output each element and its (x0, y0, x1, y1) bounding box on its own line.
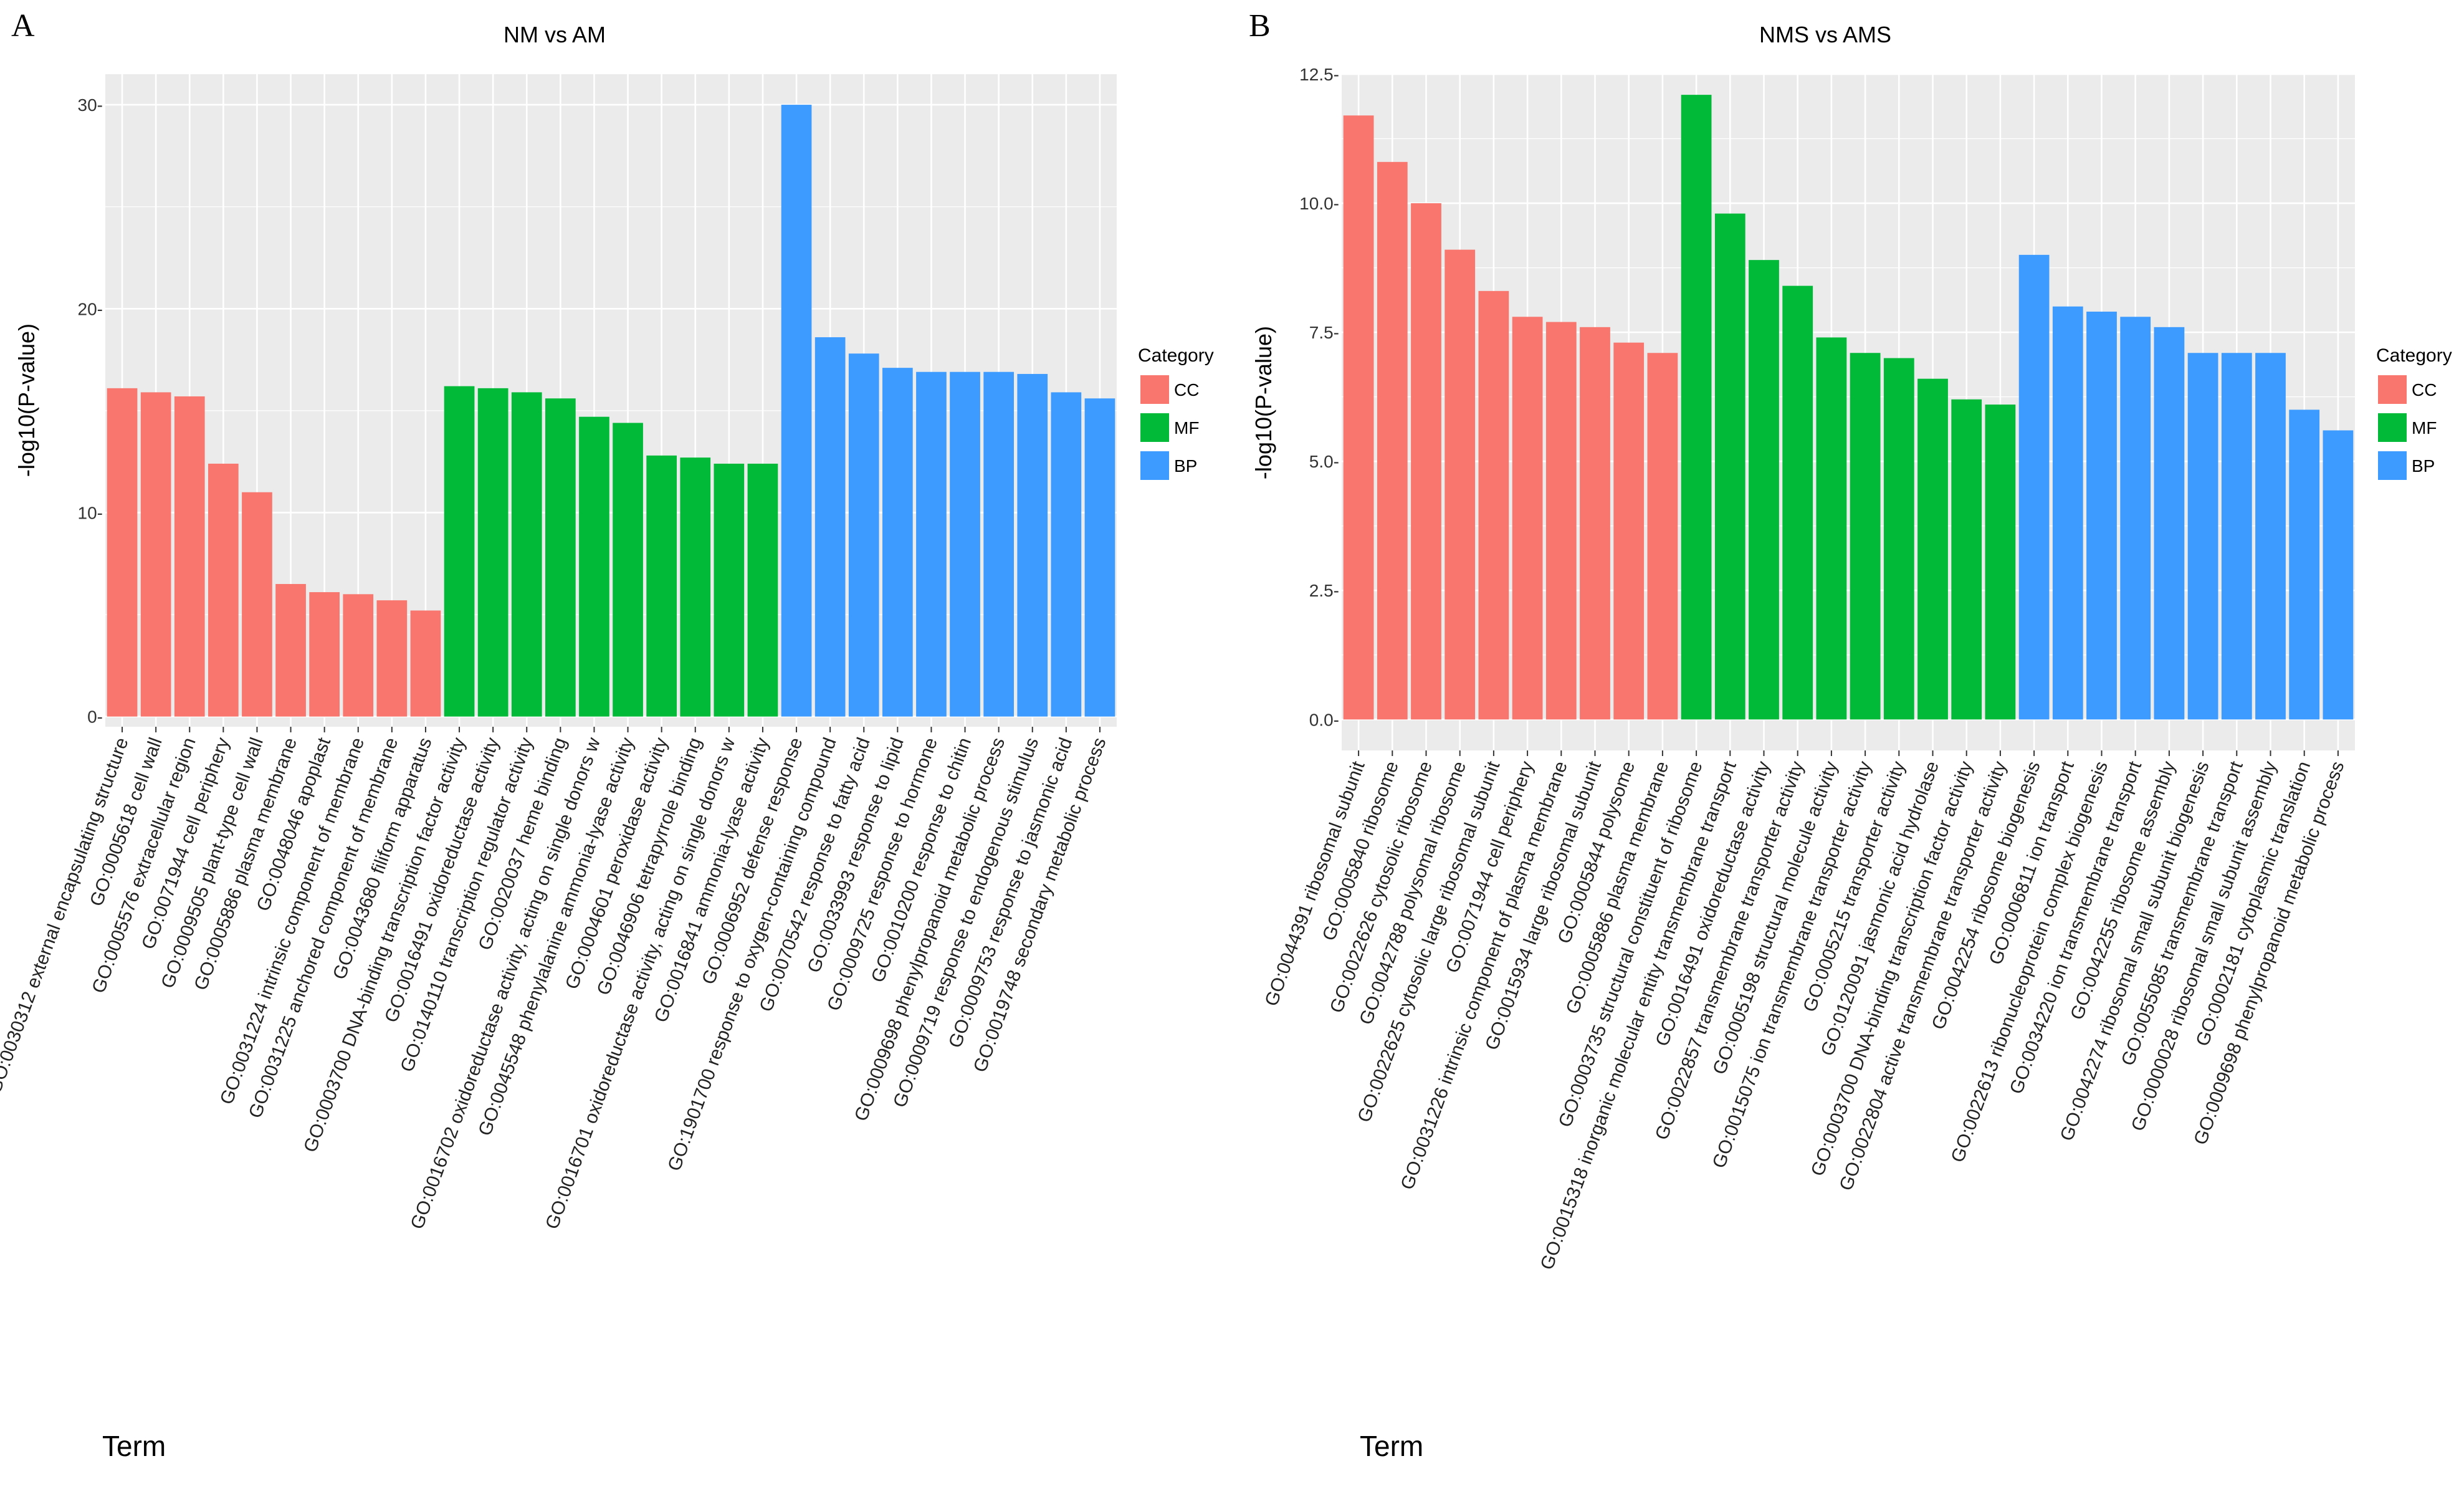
bar (680, 457, 711, 717)
bar (781, 105, 812, 717)
bar (1084, 398, 1115, 717)
y-tick-label: 10.0- (1299, 194, 1339, 213)
y-tick-label: 0- (87, 707, 103, 727)
bar (882, 368, 913, 717)
bar (1051, 392, 1082, 717)
bar (613, 423, 643, 717)
legend-label-mf: MF (1174, 418, 1199, 438)
chart-title: NM vs AM (504, 22, 606, 47)
legend-swatch-cc (2378, 375, 2407, 404)
legend-label-cc: CC (2412, 380, 2437, 400)
legend-label-cc: CC (1174, 380, 1199, 400)
bar (410, 610, 441, 717)
bar (2187, 353, 2218, 720)
bar (1613, 342, 1645, 720)
bar (242, 492, 272, 717)
bar (1816, 337, 1847, 720)
legend-title: Category (2376, 345, 2452, 366)
bar (1377, 161, 1408, 720)
bar (1883, 358, 1914, 720)
x-tick-label: GO:0030312 external encapsulating struct… (0, 735, 133, 1096)
bar (1714, 213, 1745, 720)
bar (2018, 254, 2050, 720)
bar (1512, 317, 1543, 720)
bar (309, 592, 340, 717)
bar (2323, 430, 2354, 720)
bar (275, 583, 306, 717)
panel-a: A NM vs AM 0- 10- 20- 30- GO:0030312 external … (0, 8, 1214, 1462)
bar (1850, 353, 1881, 720)
bar (2120, 317, 2151, 720)
y-tick-label: 5.0- (1309, 452, 1339, 471)
legend-swatch-mf (1140, 413, 1169, 442)
legend-swatch-cc (1140, 375, 1169, 404)
x-axis-label: Term (1360, 1430, 1423, 1462)
bar (1951, 399, 1982, 720)
bar (343, 594, 374, 717)
bar (848, 353, 879, 717)
bar (1647, 353, 1678, 720)
y-tick-label: 2.5- (1309, 581, 1339, 600)
bar (2154, 327, 2185, 720)
bar (2052, 306, 2083, 720)
bar (545, 398, 576, 717)
bar (107, 388, 138, 717)
bar (1411, 203, 1441, 720)
bar (1681, 95, 1712, 720)
bar (1343, 115, 1374, 720)
legend-label-mf: MF (2412, 418, 2437, 438)
bar (140, 392, 171, 717)
bar (1580, 327, 1610, 720)
bar (916, 371, 947, 717)
legend-swatch-bp (1140, 451, 1169, 480)
panel-b: B NMS vs AMS0.0-2.5-5.0-7.5-10.0-12.5-GO:… (1249, 8, 2452, 1462)
bar (2221, 353, 2252, 720)
bar (814, 337, 846, 717)
chart-title: NMS vs AMS (1759, 22, 1891, 47)
bar (444, 386, 475, 717)
plot-background (1342, 74, 2355, 750)
bar (1985, 405, 2016, 720)
y-tick-label: 10- (78, 503, 103, 522)
bar (579, 416, 609, 717)
bar (2086, 311, 2117, 720)
bar (2255, 353, 2286, 720)
y-axis-label: -log10(P-value) (14, 323, 39, 477)
bar (1444, 249, 1476, 720)
y-tick-label: 0.0- (1309, 710, 1339, 729)
bar (208, 463, 239, 717)
bar (1545, 322, 1577, 720)
y-axis-label: -log10(P-value) (1251, 326, 1276, 479)
bar (1782, 285, 1813, 720)
bar (1478, 290, 1509, 720)
y-tick-label: 7.5- (1309, 323, 1339, 342)
legend-swatch-bp (2378, 451, 2407, 480)
bar (1749, 260, 1779, 720)
y-tick-label: 30- (78, 95, 103, 115)
panel-letter: B (1249, 8, 1271, 44)
bar (646, 455, 677, 717)
bar (714, 463, 745, 717)
y-tick-label: 20- (78, 299, 103, 318)
y-tick-label: 12.5- (1299, 65, 1339, 84)
legend-title: Category (1138, 345, 1214, 366)
bar (511, 392, 542, 717)
legend-swatch-mf (2378, 413, 2407, 442)
panel-letter: A (11, 8, 35, 44)
bar (376, 600, 408, 717)
bar (1017, 373, 1048, 717)
bar (174, 396, 205, 717)
bar (2289, 409, 2320, 720)
legend-label-bp: BP (1174, 456, 1197, 476)
bar (747, 463, 778, 717)
x-axis-label: Term (102, 1430, 166, 1462)
plot-background (105, 74, 1117, 727)
legend-label-bp: BP (2412, 456, 2435, 476)
bar (950, 371, 980, 717)
bar (477, 388, 509, 717)
bar (1917, 378, 1948, 720)
bar (983, 371, 1014, 717)
